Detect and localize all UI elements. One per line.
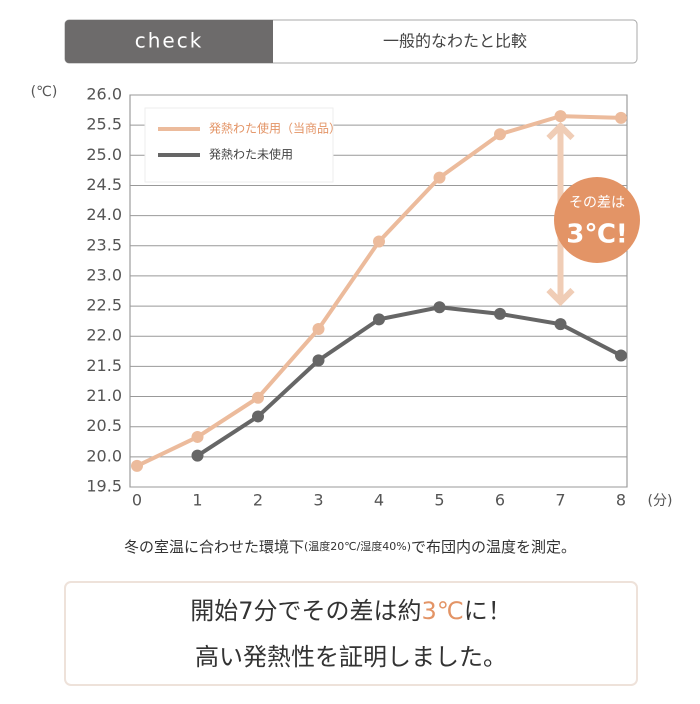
series-line (196, 305, 622, 458)
data-point (554, 318, 567, 331)
tab-title: 一般的なわたと比較 (383, 32, 527, 51)
data-point (554, 110, 567, 123)
data-point (615, 111, 627, 124)
y-tick-label: 22.5 (86, 296, 122, 315)
x-tick-label: 8 (616, 491, 626, 510)
x-tick-label: 7 (555, 491, 565, 510)
data-point (252, 410, 264, 423)
tab-active (65, 20, 273, 63)
y-tick-label: 24.0 (86, 205, 122, 224)
x-tick-label: 2 (253, 491, 263, 510)
legend-label: 発熱わた使用（当商品） (209, 121, 341, 136)
y-tick-label: 21.5 (86, 356, 122, 375)
y-axis-label: (℃) (31, 84, 58, 100)
y-tick-label: 20.5 (86, 416, 122, 435)
y-tick-label: 26.0 (86, 85, 122, 104)
data-point (433, 301, 446, 314)
summary-highlight: 3℃ (422, 597, 464, 625)
x-tick-label: 5 (434, 491, 444, 510)
y-tick-label: 20.0 (86, 446, 122, 465)
caption-text: 冬の室温に合わせた環境下 (124, 538, 304, 556)
tab-label: check (135, 29, 204, 53)
legend-box (144, 107, 334, 183)
y-tick-label: 25.0 (86, 145, 122, 164)
diff-bubble (554, 177, 640, 263)
x-tick-label: 0 (132, 491, 142, 510)
data-point (373, 235, 385, 248)
x-tick-label: 6 (495, 491, 505, 510)
y-tick-label: 21.0 (86, 386, 122, 405)
data-point (373, 313, 385, 326)
y-tick-label: 23.0 (86, 265, 122, 284)
x-tick-label: 3 (313, 491, 323, 510)
caption-text: で布団内の温度を測定。 (411, 538, 576, 556)
summary-box (64, 581, 638, 686)
summary-line: 高い発熱性を証明しました。 (195, 643, 507, 671)
legend-label: 発熱わた未使用 (209, 147, 293, 162)
data-point (494, 307, 506, 320)
y-tick-label: 23.5 (86, 235, 122, 254)
data-point (252, 391, 264, 404)
diff-label: その差は (569, 195, 625, 211)
y-tick-label: 24.5 (86, 175, 122, 194)
data-point (494, 128, 506, 141)
data-point (615, 349, 627, 362)
y-tick-label: 19.5 (86, 477, 122, 496)
data-point (191, 430, 204, 443)
summary-text: に！ (464, 597, 512, 625)
y-tick-label: 22.0 (86, 326, 122, 345)
caption-detail: (温度20℃/湿度40%) (304, 539, 411, 553)
data-point (131, 459, 143, 472)
x-tick-label: 4 (374, 491, 384, 510)
chart: 19.5 20.0 20.5 21.0 21.5 22.0 22.5 23.0 23.5 24.0… (31, 84, 673, 510)
data-point (191, 449, 204, 462)
summary-line: 開始7分でその差は約3℃に！ (190, 597, 512, 625)
y-tick-label: 25.5 (86, 115, 122, 134)
x-axis-label: (分) (648, 493, 673, 509)
diff-value: 3℃! (566, 220, 627, 250)
data-point (433, 171, 446, 184)
caption: 冬の室温に合わせた環境下(温度20℃/湿度40%)で布団内の温度を測定。 (124, 538, 576, 556)
summary-text: 開始7分でその差は約 (190, 597, 421, 625)
data-point (312, 354, 325, 367)
x-tick-label: 1 (192, 491, 202, 510)
data-point (312, 322, 325, 335)
